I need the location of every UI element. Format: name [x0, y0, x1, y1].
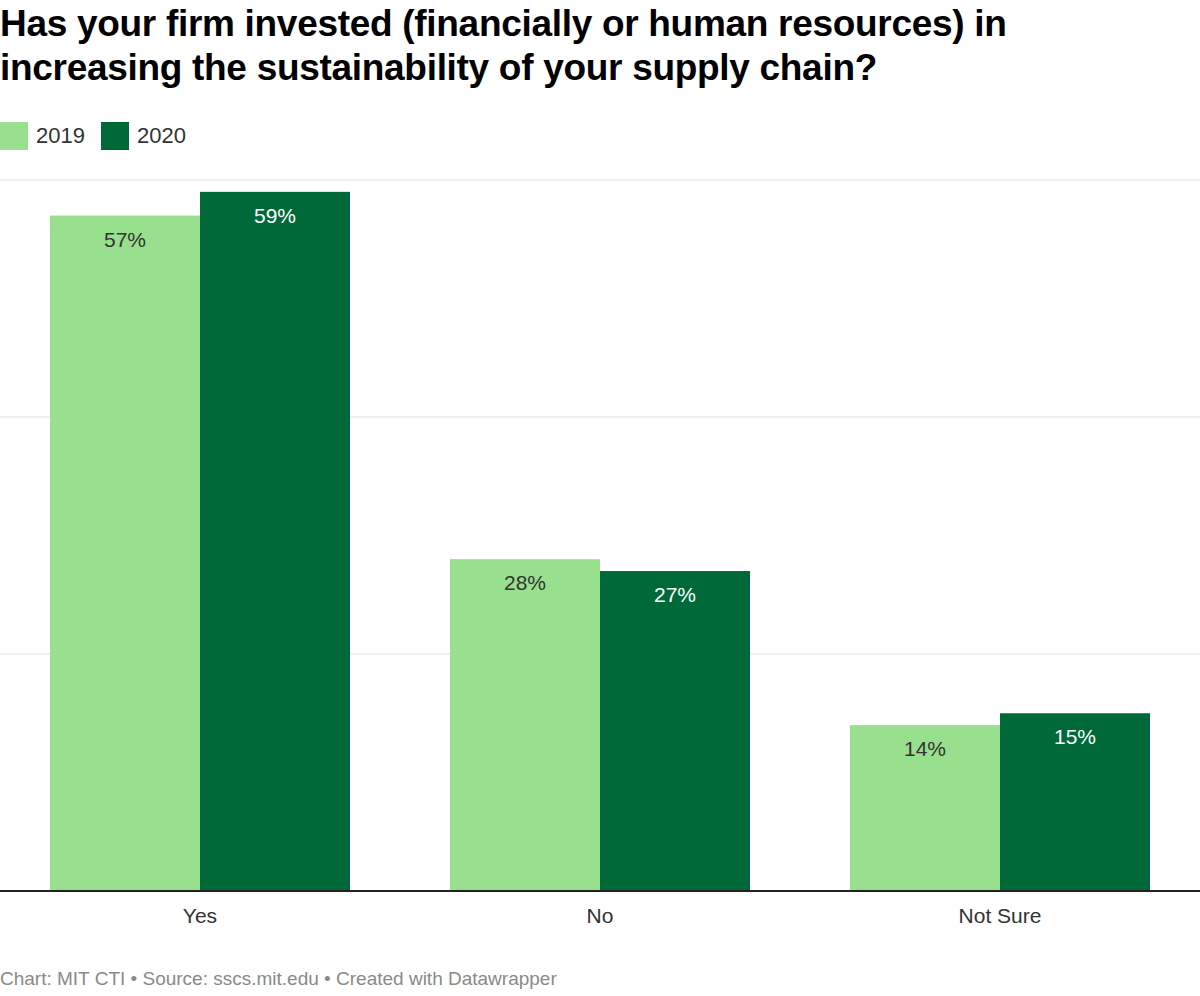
legend: 2019 2020: [0, 121, 202, 151]
data-label: 28%: [504, 571, 546, 594]
bars: [50, 192, 1150, 891]
chart: 57% 28% 14% 59% 27% 15% Yes No Not Sure Chart: MI…: [0, 0, 1200, 996]
data-label: 59%: [254, 204, 296, 227]
legend-swatch: [101, 122, 129, 150]
category-label: Yes: [183, 904, 217, 927]
bar: [1000, 713, 1150, 891]
data-label: 57%: [104, 228, 146, 251]
legend-swatch: [0, 122, 28, 150]
title: Has your firm invested (financially or h…: [0, 2, 1185, 90]
bar: [200, 192, 350, 891]
baseline: [0, 890, 1200, 892]
bar: [50, 216, 200, 891]
source: Chart: MIT CTI • Source: sscs.mit.edu • …: [0, 968, 557, 989]
data-label: 27%: [654, 583, 696, 606]
bar: [450, 559, 600, 891]
legend-item: 2019: [0, 122, 85, 150]
category-label: Not Sure: [959, 904, 1042, 927]
bar: [850, 725, 1000, 891]
bar: [600, 571, 750, 891]
legend-item: 2020: [101, 122, 186, 150]
legend-label: 2019: [36, 123, 85, 149]
category-label: No: [587, 904, 614, 927]
data-label: 15%: [1054, 725, 1096, 748]
grid-line: [0, 180, 1200, 181]
legend-label: 2020: [137, 123, 186, 149]
data-label: 14%: [904, 737, 946, 760]
labels: 57% 28% 14% 59% 27% 15%: [104, 204, 1096, 760]
